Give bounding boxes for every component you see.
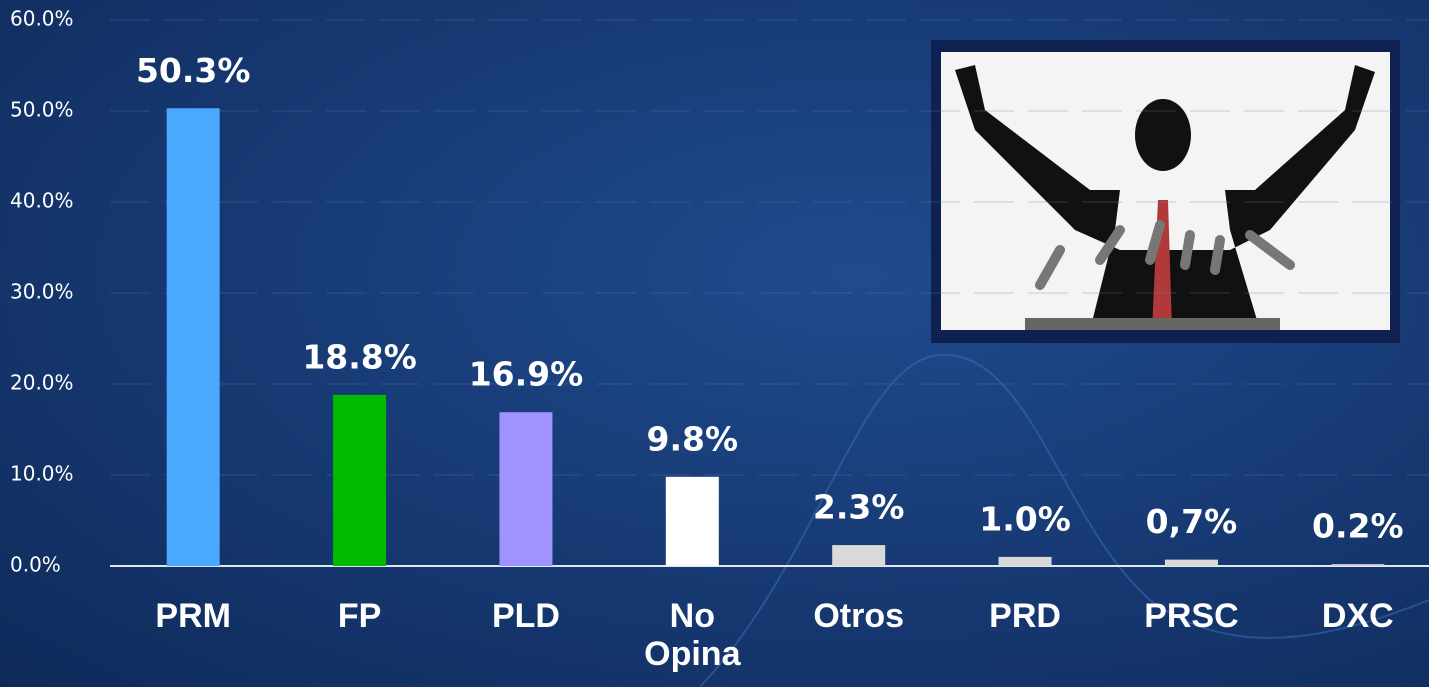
bar [999,557,1052,566]
bar [499,412,552,566]
chart: 0.0% 10.0% 20.0% 30.0% 40.0% 50.0% 60.0% 50.3% 1… [0,0,1429,687]
y-tick-label: 30.0% [10,280,74,304]
bar [832,545,885,566]
y-tick-label: 60.0% [10,7,74,31]
value-label: 18.8% [302,337,417,376]
inset-image [931,40,1400,343]
bar [666,477,719,566]
value-label: 16.9% [469,355,584,394]
x-tick-label: PLD [456,597,596,635]
x-tick-label: PRSC [1121,597,1261,635]
x-tick-label: PRM [123,597,263,635]
y-tick-label: 0.0% [10,553,61,577]
value-label: 2.3% [813,488,905,527]
value-label: 1.0% [979,499,1071,538]
bar [1165,560,1218,566]
x-tick-label: FP [290,597,430,635]
value-label: 50.3% [136,51,251,90]
bar [333,395,386,566]
x-tick-label: No Opina [622,597,762,673]
y-tick-label: 40.0% [10,189,74,213]
y-tick-label: 50.0% [10,98,74,122]
value-label: 9.8% [647,419,739,458]
value-label: 0,7% [1146,502,1238,541]
x-tick-label: PRD [955,597,1095,635]
bar [167,108,220,566]
x-tick-label: Otros [789,597,929,635]
value-label: 0.2% [1312,507,1404,546]
x-tick-label: DXC [1288,597,1428,635]
page: 0.0% 10.0% 20.0% 30.0% 40.0% 50.0% 60.0% 50.3% 1… [0,0,1429,687]
y-tick-label: 20.0% [10,371,74,395]
y-tick-label: 10.0% [10,462,74,486]
bar [1331,564,1384,566]
